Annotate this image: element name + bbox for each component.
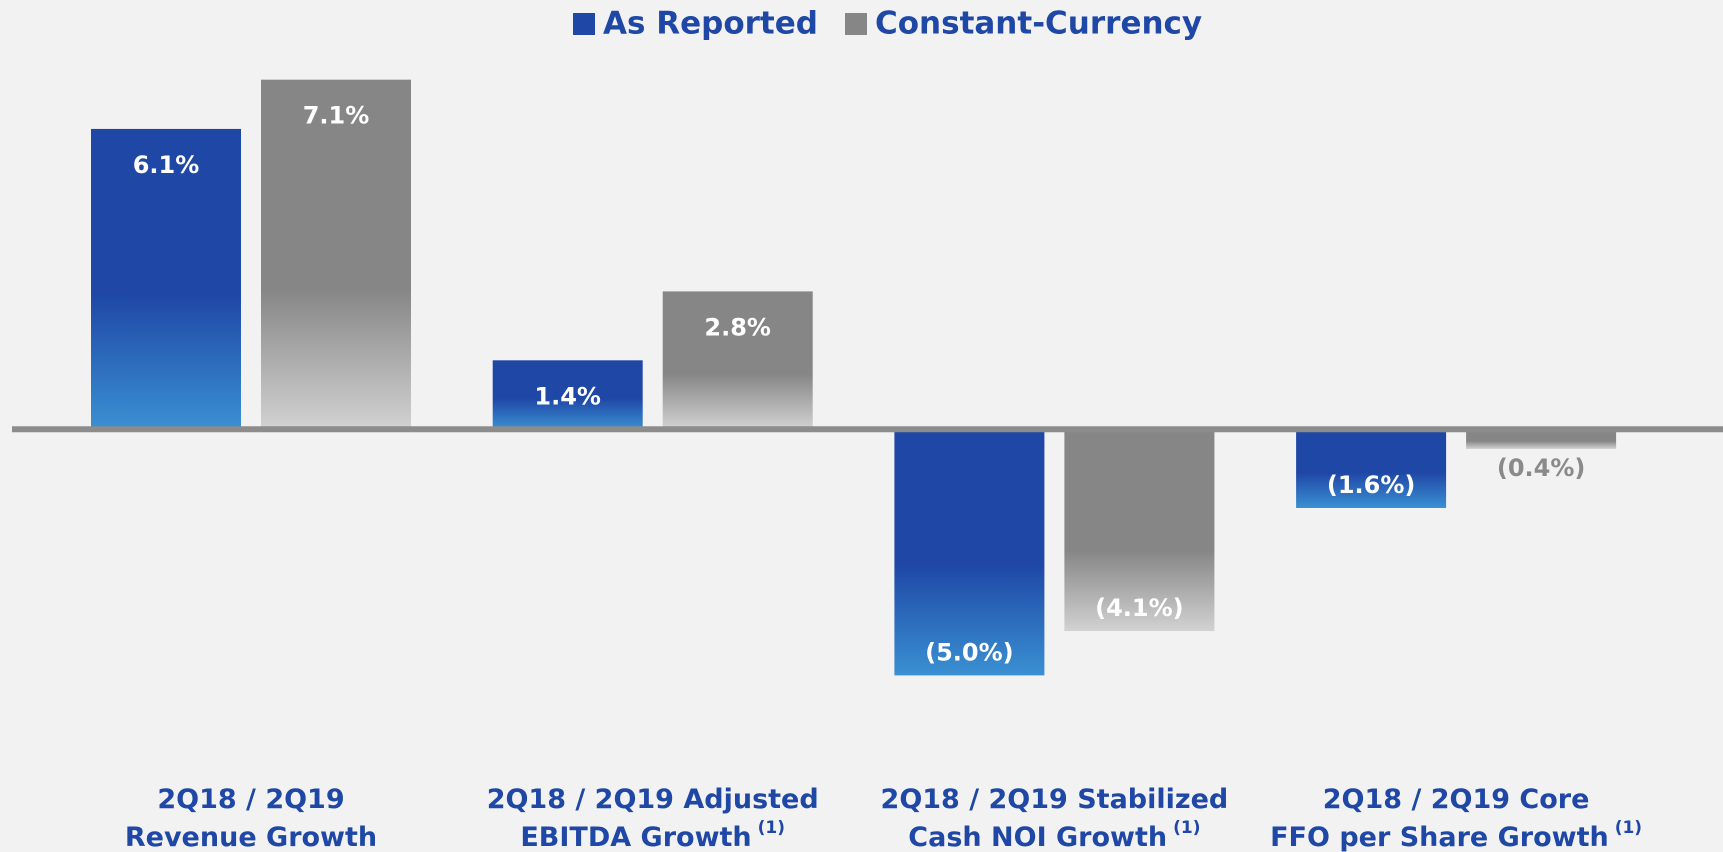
category-line: Revenue Growth <box>125 822 377 852</box>
category-line: 2Q18 / 2Q19 <box>157 784 344 815</box>
data-label: (4.1%) <box>1095 594 1184 622</box>
category-label: 2Q18 / 2Q19 Adjusted <box>487 784 819 815</box>
category-label: 2Q18 / 2Q19 Core <box>1323 784 1590 815</box>
legend-swatch <box>573 13 595 35</box>
category-note: (1) <box>1615 818 1642 838</box>
category-label: FFO per Share Growth (1) <box>1270 818 1642 852</box>
data-label: 2.8% <box>704 313 771 341</box>
category-label: Cash NOI Growth (1) <box>908 818 1200 852</box>
legend-label: Constant-Currency <box>875 6 1202 42</box>
data-label: 7.1% <box>303 102 370 130</box>
category-line: Cash NOI Growth <box>908 822 1167 852</box>
data-label: (0.4%) <box>1497 454 1586 482</box>
legend-label: As Reported <box>603 6 818 42</box>
data-label: 1.4% <box>534 382 601 410</box>
bar <box>261 79 411 430</box>
category-note: (1) <box>1173 818 1200 838</box>
bar <box>492 360 643 430</box>
category-label: 2Q18 / 2Q19 <box>157 784 344 815</box>
data-label: 6.1% <box>133 151 200 179</box>
category-label: 2Q18 / 2Q19 Stabilized <box>881 784 1229 815</box>
category-note: (1) <box>758 818 785 838</box>
category-label: EBITDA Growth (1) <box>520 818 785 852</box>
category-line: EBITDA Growth <box>520 822 751 852</box>
category-line: 2Q18 / 2Q19 Stabilized <box>881 784 1229 815</box>
bar <box>1296 429 1447 508</box>
category-line: 2Q18 / 2Q19 Core <box>1323 784 1590 815</box>
data-label: (5.0%) <box>925 638 1014 666</box>
bar <box>1466 429 1617 449</box>
category-label: Revenue Growth <box>125 822 377 852</box>
data-label: (1.6%) <box>1327 471 1416 499</box>
bar <box>1064 429 1215 632</box>
legend-swatch <box>845 13 867 35</box>
category-line: FFO per Share Growth <box>1270 822 1609 852</box>
bar <box>662 291 813 430</box>
bar <box>91 128 241 430</box>
bar <box>894 429 1045 676</box>
category-line: 2Q18 / 2Q19 Adjusted <box>487 784 819 815</box>
